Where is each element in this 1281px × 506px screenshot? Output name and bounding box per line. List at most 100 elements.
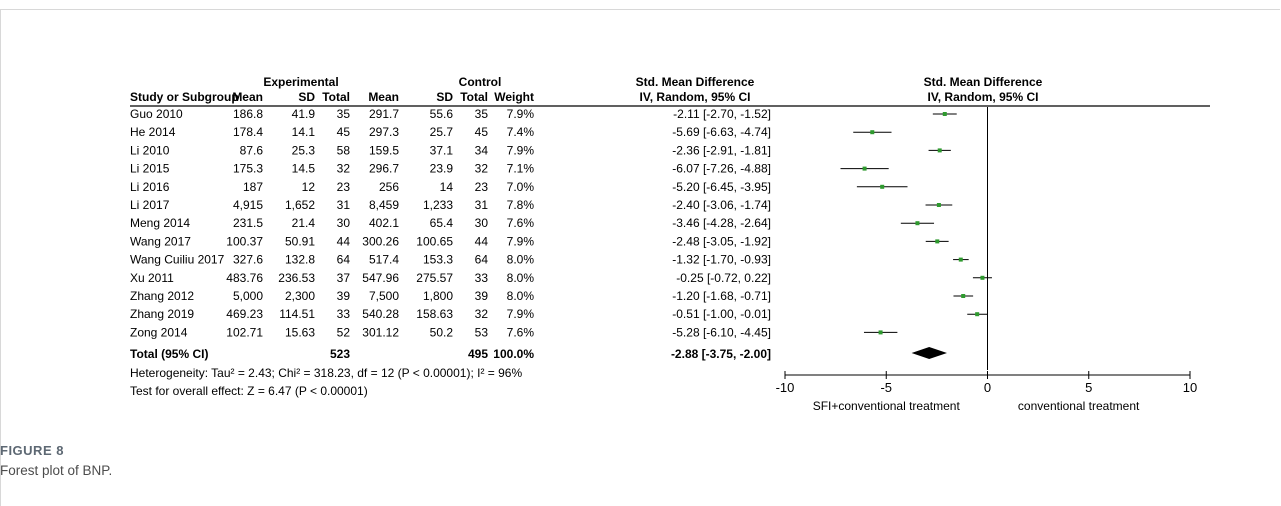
- cell-e-sd: 15.63: [285, 325, 315, 339]
- cell-e-sd: 12: [302, 180, 316, 194]
- c-total-header: Total: [460, 90, 488, 104]
- cell-e-total: 39: [337, 289, 351, 303]
- cell-e-sd: 132.8: [285, 253, 315, 267]
- total-label: Total (95% CI): [130, 347, 208, 361]
- cell-name: Wang Cuiliu 2017: [130, 253, 225, 267]
- c-mean-header: Mean: [368, 90, 399, 104]
- cell-ci-text: -0.51 [-1.00, -0.01]: [672, 307, 771, 321]
- point-estimate: [880, 184, 885, 189]
- cell-c-mean: 301.12: [362, 325, 399, 339]
- x-tick-label: -10: [776, 380, 795, 395]
- figure-caption: FIGURE 8 Forest plot of BNP.: [0, 441, 700, 481]
- study-rows: Guo 2010 186.8 41.9 35 291.7 55.6 35 7.9% -2.11 …: [130, 107, 771, 339]
- table-row: Li 2010 87.6 25.3 58 159.5 37.1 34 7.9% -2.36 [-…: [130, 143, 771, 157]
- cell-ci-text: -2.11 [-2.70, -1.52]: [673, 107, 771, 121]
- total-c-total: 495: [468, 347, 488, 361]
- cell-c-total: 32: [475, 307, 489, 321]
- point-estimate: [975, 312, 980, 317]
- table-row: Zong 2014 102.71 15.63 52 301.12 50.2 53 7.6% -5…: [130, 325, 771, 339]
- cell-weight: 8.0%: [507, 253, 535, 267]
- cell-name: Zhang 2019: [130, 307, 194, 321]
- point-estimate: [936, 203, 941, 207]
- cell-name: He 2014: [130, 125, 176, 139]
- point-estimate: [935, 239, 940, 244]
- cell-e-sd: 2,300: [285, 289, 315, 303]
- cell-e-mean: 327.6: [233, 253, 263, 267]
- point-estimate: [870, 130, 875, 135]
- table-header: Experimental Control Std. Mean Differenc…: [130, 75, 1210, 107]
- figure-caption-text: Forest plot of BNP.: [0, 463, 113, 478]
- forest-plot-area: -10 -5 0 5 10 SFI+conventional treatment conve…: [776, 107, 1197, 413]
- smd-column-subtitle: IV, Random, 95% CI: [640, 90, 751, 104]
- cell-c-sd: 14: [440, 180, 454, 194]
- cell-e-mean: 5,000: [233, 289, 263, 303]
- cell-e-sd: 236.53: [278, 271, 315, 285]
- cell-ci-text: -6.07 [-7.26, -4.88]: [672, 162, 771, 176]
- favours-right-label: conventional treatment: [1018, 399, 1140, 413]
- cell-name: Meng 2014: [130, 216, 190, 230]
- figure-label: FIGURE 8: [0, 443, 64, 458]
- cell-c-mean: 547.96: [362, 271, 399, 285]
- point-estimate: [937, 148, 942, 153]
- cell-e-mean: 469.23: [226, 307, 263, 321]
- table-row: Wang 2017 100.37 50.91 44 300.26 100.65 44 7.9%…: [130, 234, 771, 248]
- cell-c-sd: 50.2: [430, 325, 454, 339]
- cell-e-sd: 14.5: [292, 162, 316, 176]
- cell-weight: 7.8%: [507, 198, 535, 212]
- cell-weight: 7.6%: [507, 216, 535, 230]
- table-row: He 2014 178.4 14.1 45 297.3 25.7 45 7.4% -5.69 […: [130, 125, 771, 139]
- cell-c-total: 35: [475, 107, 489, 121]
- cell-e-sd: 1,652: [285, 198, 315, 212]
- cell-name: Li 2016: [130, 180, 170, 194]
- cell-c-sd: 55.6: [430, 107, 454, 121]
- cell-c-sd: 275.57: [416, 271, 453, 285]
- total-row: Total (95% CI) 523 495 100.0% -2.88 [-3.…: [130, 347, 771, 398]
- cell-e-total: 35: [337, 107, 351, 121]
- cell-e-total: 30: [337, 216, 351, 230]
- cell-c-mean: 297.3: [369, 125, 399, 139]
- cell-c-total: 33: [475, 271, 489, 285]
- cell-ci-text: -5.28 [-6.10, -4.45]: [672, 325, 771, 339]
- cell-e-sd: 25.3: [292, 143, 316, 157]
- table-row: Li 2017 4,915 1,652 31 8,459 1,233 31 7.8% -2.40…: [130, 198, 771, 212]
- cell-e-mean: 483.76: [226, 271, 263, 285]
- cell-c-mean: 159.5: [369, 143, 399, 157]
- cell-e-mean: 178.4: [233, 125, 263, 139]
- cell-e-sd: 114.51: [279, 307, 315, 321]
- cell-c-total: 44: [475, 234, 489, 248]
- total-ci-text: -2.88 [-3.75, -2.00]: [671, 347, 771, 361]
- cell-c-sd: 65.4: [430, 216, 454, 230]
- cell-weight: 7.9%: [507, 234, 535, 248]
- x-tick-label: 10: [1183, 380, 1197, 395]
- cell-c-mean: 8,459: [369, 198, 399, 212]
- cell-ci-text: -3.46 [-4.28, -2.64]: [672, 216, 771, 230]
- cell-e-mean: 186.8: [233, 107, 263, 121]
- table-row: Xu 2011 483.76 236.53 37 547.96 275.57 33 8.0% -…: [130, 271, 771, 285]
- cell-name: Li 2010: [130, 143, 170, 157]
- cell-e-total: 37: [337, 271, 351, 285]
- cell-e-sd: 21.4: [292, 216, 316, 230]
- cell-c-mean: 7,500: [369, 289, 399, 303]
- heterogeneity-text: Heterogeneity: Tau² = 2.43; Chi² = 318.2…: [130, 366, 522, 380]
- table-row: Zhang 2019 469.23 114.51 33 540.28 158.63 32 7.…: [130, 307, 771, 321]
- total-e-total: 523: [330, 347, 350, 361]
- cell-weight: 7.4%: [507, 125, 535, 139]
- x-tick-label: 5: [1085, 380, 1092, 395]
- cell-weight: 8.0%: [507, 289, 535, 303]
- cell-weight: 7.9%: [507, 107, 535, 121]
- overall-effect-text: Test for overall effect: Z = 6.47 (P < 0…: [130, 384, 368, 398]
- cell-c-sd: 23.9: [430, 162, 454, 176]
- cell-e-total: 45: [337, 125, 351, 139]
- cell-ci-text: -5.69 [-6.63, -4.74]: [672, 125, 771, 139]
- point-estimate: [980, 275, 985, 280]
- cell-e-total: 44: [337, 234, 351, 248]
- cell-ci-text: -1.20 [-1.68, -0.71]: [672, 289, 771, 303]
- group-control-header: Control: [459, 75, 502, 89]
- cell-e-mean: 4,915: [233, 198, 263, 212]
- cell-e-total: 32: [337, 162, 351, 176]
- cell-c-total: 32: [475, 162, 489, 176]
- cell-c-total: 45: [475, 125, 489, 139]
- cell-c-mean: 540.28: [362, 307, 399, 321]
- table-row: Meng 2014 231.5 21.4 30 402.1 65.4 30 7.6% -3.46…: [130, 216, 771, 230]
